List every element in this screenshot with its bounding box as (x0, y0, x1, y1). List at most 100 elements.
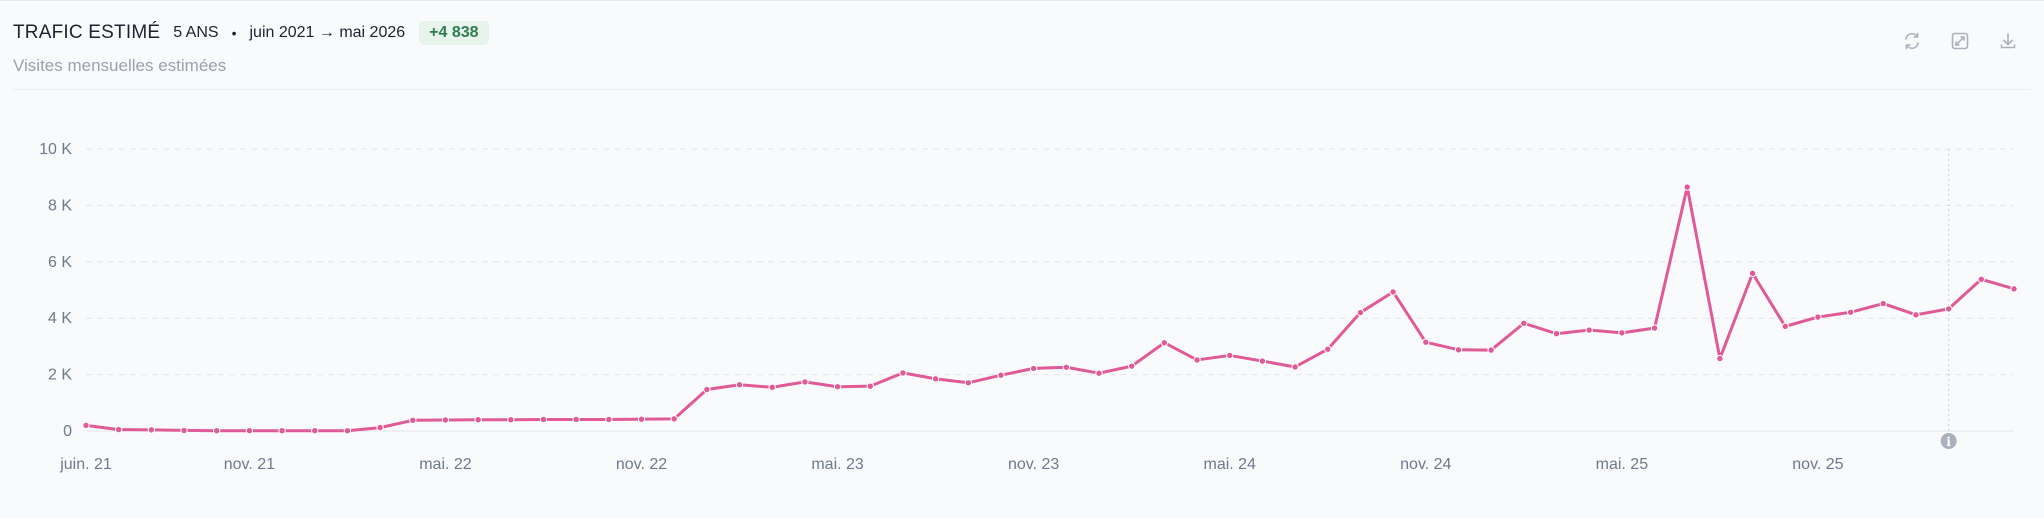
delta-badge: +4 838 (419, 21, 489, 45)
data-point[interactable] (866, 382, 874, 390)
data-point[interactable] (1095, 369, 1103, 377)
data-point[interactable] (441, 416, 450, 424)
y-tick-label: 0 (63, 423, 72, 440)
data-point[interactable] (1879, 299, 1887, 308)
data-point[interactable] (474, 416, 482, 424)
y-tick-label: 6 K (48, 254, 72, 271)
data-point[interactable] (1324, 345, 1332, 353)
data-point[interactable] (1944, 305, 1953, 313)
download-icon (2000, 33, 2016, 49)
data-point[interactable] (899, 369, 907, 377)
panel-toolbar (1900, 29, 2020, 53)
grid-lines (86, 148, 2014, 432)
data-point[interactable] (1618, 329, 1626, 337)
data-point[interactable] (1193, 356, 1201, 364)
x-tick-label: mai. 23 (811, 456, 864, 473)
data-point[interactable] (703, 385, 711, 394)
data-point[interactable] (1748, 269, 1757, 278)
x-tick-label: mai. 25 (1596, 456, 1649, 473)
data-point[interactable] (1585, 326, 1593, 334)
panel-header: TRAFIC ESTIMÉ 5 ANS • juin 2021 → mai 20… (13, 21, 489, 45)
x-tick-label: mai. 24 (1203, 456, 1256, 473)
data-point[interactable] (801, 378, 809, 386)
data-point[interactable] (1487, 346, 1495, 354)
data-point[interactable] (572, 415, 580, 424)
data-point[interactable] (376, 423, 384, 432)
data-point[interactable] (768, 383, 776, 391)
data-point[interactable] (311, 427, 319, 435)
data-point[interactable] (1389, 288, 1397, 296)
data-point[interactable] (1226, 351, 1234, 360)
data-point[interactable] (1062, 363, 1071, 371)
y-tick-label: 10 K (39, 141, 72, 158)
data-point[interactable] (997, 371, 1005, 379)
data-point[interactable] (1552, 330, 1561, 338)
info-icon[interactable] (1940, 433, 1957, 449)
data-point[interactable] (1356, 308, 1365, 317)
data-point[interactable] (1846, 308, 1855, 316)
data-point[interactable] (735, 381, 744, 389)
expand-button[interactable] (1948, 29, 1972, 53)
data-point[interactable] (507, 416, 515, 424)
download-button[interactable] (1996, 29, 2020, 53)
data-point[interactable] (82, 421, 90, 430)
data-point[interactable] (147, 426, 156, 434)
data-point[interactable] (1029, 364, 1038, 373)
data-point[interactable] (278, 427, 286, 435)
data-point[interactable] (1127, 362, 1136, 370)
y-tick-label: 4 K (48, 310, 72, 327)
data-point[interactable] (343, 427, 352, 435)
data-point[interactable] (1683, 183, 1691, 191)
data-point[interactable] (670, 415, 678, 423)
series-line-path (84, 185, 2016, 433)
y-tick-label: 8 K (48, 197, 72, 214)
refresh-button[interactable] (1900, 29, 1924, 53)
x-tick-label: mai. 22 (419, 456, 472, 473)
data-point[interactable] (2010, 285, 2018, 293)
x-tick-label: nov. 23 (1008, 456, 1059, 473)
data-point[interactable] (1650, 324, 1659, 332)
data-point[interactable] (1258, 357, 1267, 365)
period-label: 5 ANS (173, 24, 219, 41)
x-tick-label: nov. 24 (1400, 456, 1451, 473)
x-tick-label: juin. 21 (59, 456, 112, 473)
data-point[interactable] (213, 427, 221, 435)
data-point[interactable] (1422, 338, 1430, 346)
data-point[interactable] (1160, 339, 1169, 347)
data-point[interactable] (1912, 311, 1920, 319)
date-range: juin 2021 → mai 2026 (249, 24, 406, 41)
data-point[interactable] (605, 415, 613, 424)
x-tick-label: nov. 25 (1792, 456, 1843, 473)
expand-icon (1951, 32, 1969, 50)
data-point[interactable] (1520, 319, 1528, 327)
x-axis-ticks: juin. 21 nov. 21 mai. 22 nov. 22 mai. 23 nov.… (59, 456, 1843, 473)
header-separator: • (231, 25, 237, 41)
data-point[interactable] (539, 415, 548, 424)
data-point[interactable] (931, 375, 940, 383)
data-point[interactable] (637, 415, 646, 423)
data-point[interactable] (114, 425, 123, 434)
y-tick-label: 2 K (48, 367, 72, 384)
x-tick-label: nov. 21 (224, 456, 275, 473)
data-point[interactable] (833, 383, 842, 391)
data-point[interactable] (245, 427, 254, 435)
data-point[interactable] (409, 416, 417, 424)
data-point[interactable] (1977, 275, 1986, 283)
refresh-icon (1905, 32, 1919, 50)
hover-marker: i (1940, 149, 1957, 449)
info-icon-glyph: i (1946, 435, 1951, 449)
data-point[interactable] (964, 379, 973, 387)
panel-subtitle: Visites mensuelles estimées (13, 56, 227, 75)
data-point[interactable] (180, 426, 188, 435)
data-point[interactable] (1454, 346, 1463, 354)
data-point[interactable] (1716, 354, 1724, 363)
data-point[interactable] (1814, 313, 1822, 321)
header-divider (13, 89, 2031, 90)
x-tick-label: nov. 22 (616, 456, 667, 473)
series-line (84, 185, 2016, 433)
data-point[interactable] (1781, 322, 1789, 331)
data-point[interactable] (1291, 363, 1299, 371)
panel-title: TRAFIC ESTIMÉ (13, 22, 161, 43)
